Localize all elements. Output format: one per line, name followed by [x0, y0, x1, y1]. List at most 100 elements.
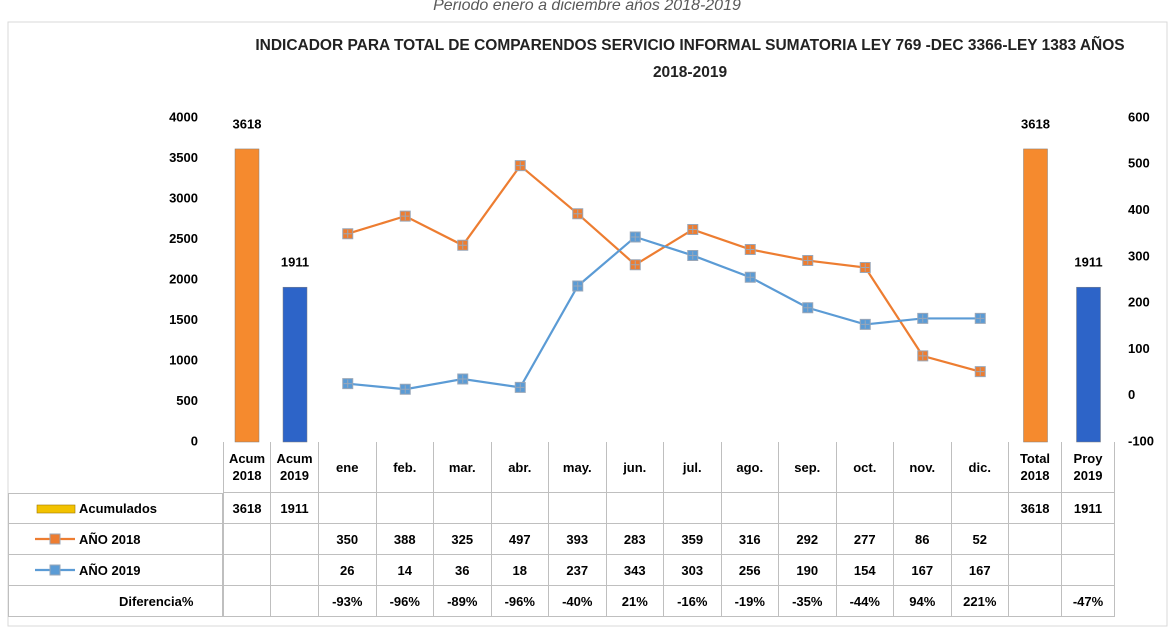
- line: [347, 164, 981, 373]
- x-tick-label: jun.: [606, 442, 664, 493]
- marker: [917, 350, 929, 362]
- y-tick-label: 3500: [169, 150, 198, 165]
- marker: [802, 302, 814, 314]
- marker: [629, 231, 641, 243]
- bar: [1023, 148, 1048, 443]
- marker: [859, 318, 871, 330]
- table-cell: [271, 524, 319, 555]
- bar: [1076, 286, 1101, 443]
- x-tick-label: mar.: [434, 442, 492, 493]
- table-cell: -47%: [1062, 586, 1115, 617]
- y-tick-label: 0: [191, 433, 198, 448]
- y2-tick-label: 400: [1128, 202, 1150, 217]
- table-cell: [271, 555, 319, 586]
- y-tick-label: 3000: [169, 190, 198, 205]
- table-cell: 3618: [223, 493, 271, 524]
- legend-icon: [35, 533, 75, 545]
- legend-label: AÑO 2019: [79, 562, 141, 578]
- table-cell: 350: [319, 524, 377, 555]
- table-cell: [1062, 524, 1115, 555]
- table-cell: [779, 493, 837, 524]
- table-cell: [319, 493, 377, 524]
- bar: [234, 148, 260, 443]
- table-cell: [549, 493, 607, 524]
- table-cell: 393: [549, 524, 607, 555]
- table-cell: 1911: [271, 493, 319, 524]
- table-cell: 26: [319, 555, 377, 586]
- y2-tick-label: 600: [1128, 109, 1150, 124]
- table-cell: 3618: [1009, 493, 1062, 524]
- table-cell: -96%: [376, 586, 434, 617]
- table-cell: [1009, 586, 1062, 617]
- y2-tick-label: -100: [1128, 433, 1154, 448]
- x-tick-label: abr.: [491, 442, 549, 493]
- table-cell: [606, 493, 664, 524]
- y2-tick-label: 0: [1128, 387, 1135, 402]
- table-cell: [223, 555, 271, 586]
- legend-row-label: AÑO 2018: [8, 524, 223, 555]
- x-tick-label: feb.: [376, 442, 434, 493]
- x-tick-label: nov.: [894, 442, 952, 493]
- table-cell: [271, 586, 319, 617]
- marker: [687, 224, 699, 236]
- table-cell: 303: [664, 555, 722, 586]
- y2-tick-label: 300: [1128, 248, 1150, 263]
- table-cell: -96%: [491, 586, 549, 617]
- table-cell: 316: [721, 524, 779, 555]
- y-tick-label: 4000: [169, 109, 198, 124]
- table-cell: -16%: [664, 586, 722, 617]
- table-cell: 359: [664, 524, 722, 555]
- marker: [917, 312, 929, 324]
- marker: [744, 243, 756, 255]
- chart-subtitle: Periodo enero a diciembre años 2018-2019: [433, 0, 741, 14]
- table-cell: 21%: [606, 586, 664, 617]
- marker: [802, 255, 814, 267]
- table-cell: [223, 586, 271, 617]
- y-tick-label: 500: [176, 393, 198, 408]
- marker: [342, 228, 354, 240]
- line: [347, 235, 981, 391]
- y-tick-label: 2000: [169, 271, 198, 286]
- bar-value-label: 1911: [1074, 255, 1102, 270]
- legend-row-label: Acumulados: [8, 493, 223, 524]
- chart-border: [7, 21, 1168, 627]
- x-tick-label: Acum 2019: [271, 442, 319, 493]
- table-cell: 277: [836, 524, 894, 555]
- table-cell: 167: [951, 555, 1009, 586]
- bar-value-label: 1911: [281, 255, 309, 270]
- x-tick-label: ago.: [721, 442, 779, 493]
- marker: [687, 249, 699, 261]
- bar: [282, 286, 308, 443]
- table-cell: 36: [434, 555, 492, 586]
- table-cell: 221%: [951, 586, 1009, 617]
- table-cell: 256: [721, 555, 779, 586]
- table-cell: -44%: [836, 586, 894, 617]
- marker: [572, 208, 584, 220]
- y2-tick-label: 200: [1128, 295, 1150, 310]
- table-cell: 52: [951, 524, 1009, 555]
- table-cell: [836, 493, 894, 524]
- x-tick-label: oct.: [836, 442, 894, 493]
- table-cell: [376, 493, 434, 524]
- table-cell: [1009, 524, 1062, 555]
- table-cell: -93%: [319, 586, 377, 617]
- table-cell: 388: [376, 524, 434, 555]
- table-cell: 292: [779, 524, 837, 555]
- x-tick-label: Proy 2019: [1062, 442, 1115, 493]
- legend-label: Diferencia%: [119, 593, 194, 609]
- legend-swatch: [36, 504, 76, 513]
- table-cell: [1009, 555, 1062, 586]
- table-cell: 94%: [894, 586, 952, 617]
- marker: [457, 239, 469, 251]
- table-cell: -89%: [434, 586, 492, 617]
- table-cell: [434, 493, 492, 524]
- y2-tick-label: 100: [1128, 341, 1150, 356]
- x-tick-label: sep.: [779, 442, 837, 493]
- table-cell: -35%: [779, 586, 837, 617]
- marker: [859, 262, 871, 274]
- x-tick-label: dic.: [951, 442, 1009, 493]
- marker: [744, 271, 756, 283]
- table-cell: 167: [894, 555, 952, 586]
